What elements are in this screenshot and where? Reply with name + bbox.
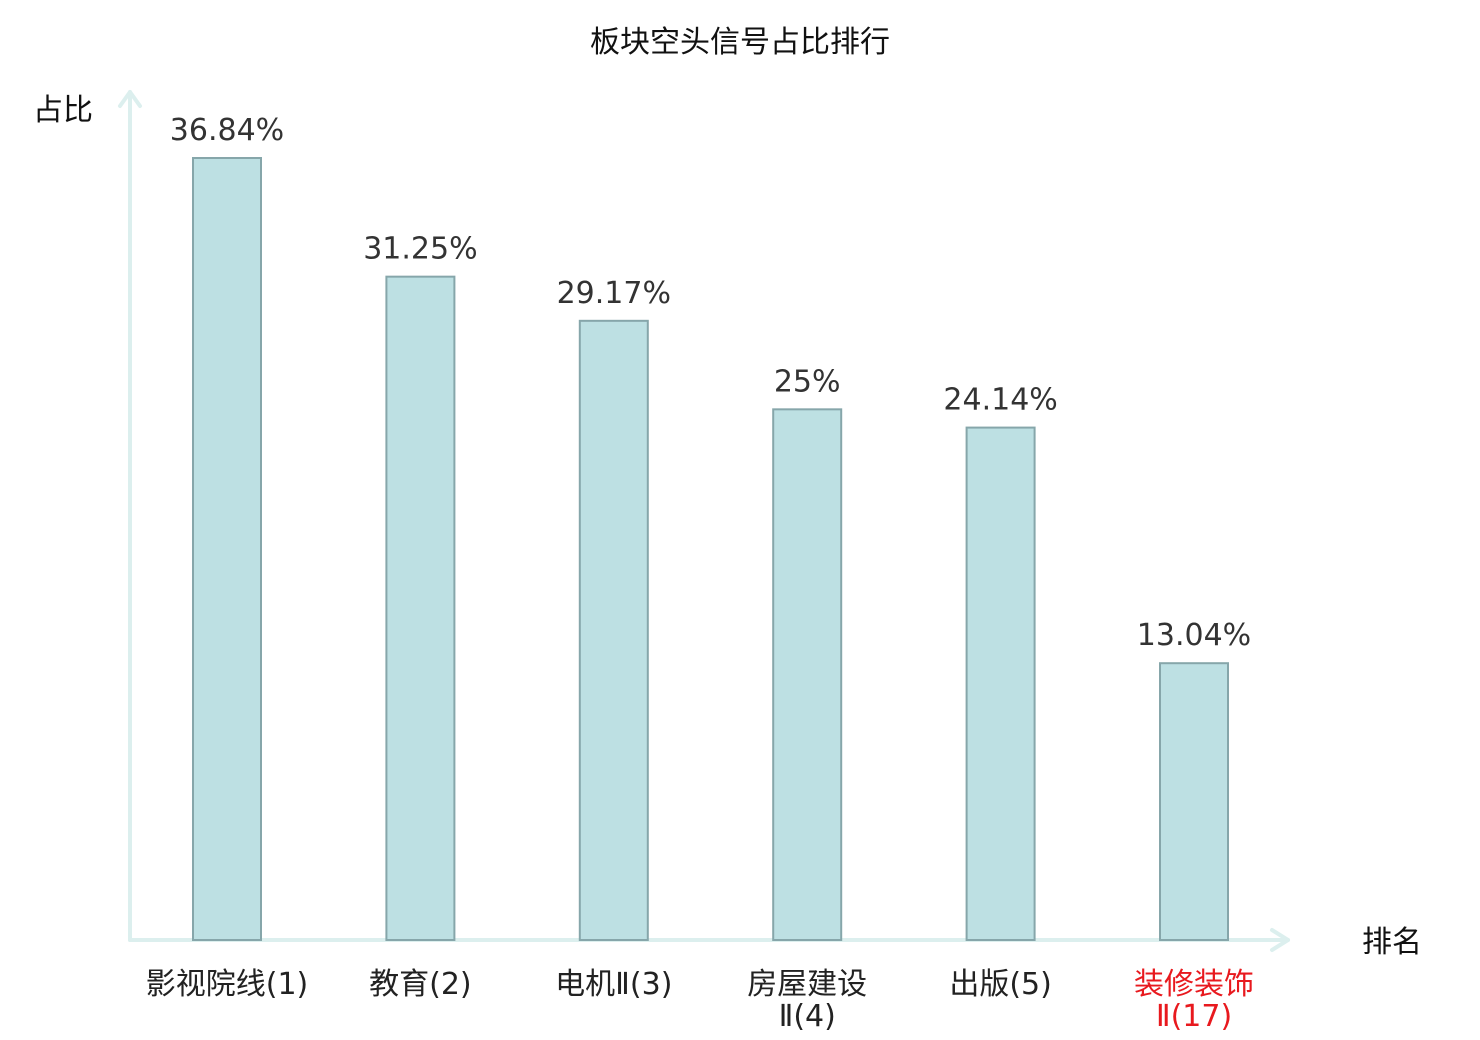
category-labels-group: 影视院线(1) 教育(2) 电机Ⅱ(3) 房屋建设 Ⅱ(4)出版(5) 装修装饰 Ⅱ(17): [146, 967, 1254, 1034]
category-name: 房屋建设: [747, 967, 867, 1002]
bar-value-label: 24.14%: [943, 383, 1057, 418]
category-name-line2: Ⅱ: [1156, 999, 1171, 1034]
category-rank: (17): [1171, 999, 1233, 1034]
category-label: 教育(2): [369, 967, 472, 1002]
category-rank: (5): [1009, 967, 1052, 1002]
category-rank: (3): [630, 967, 673, 1002]
y-axis-label: 占比: [33, 93, 93, 128]
bar-value-label: 29.17%: [557, 276, 671, 311]
category-label: 出版(5): [949, 967, 1052, 1002]
bar-value-label: 36.84%: [170, 113, 284, 148]
bar: [965, 426, 1036, 941]
value-labels-group: 36.84% 31.25% 29.17% 25% 24.14% 13.04%: [170, 113, 1251, 653]
category-rank: (4): [793, 999, 836, 1034]
category-name: 教育: [369, 967, 429, 1002]
category-label: 影视院线(1): [146, 967, 309, 1002]
category-name: 电机Ⅱ: [555, 967, 630, 1002]
category-name-line2: Ⅱ: [779, 999, 794, 1034]
bar: [772, 408, 843, 941]
category-label: 装修装饰 Ⅱ(17): [1134, 967, 1254, 1034]
y-axis-arrowhead: [118, 90, 142, 108]
category-name: 出版: [949, 967, 1009, 1002]
bars-group: [192, 157, 1229, 941]
category-rank: (2): [429, 967, 472, 1002]
bar: [385, 275, 456, 941]
bar-value-label: 31.25%: [363, 232, 477, 267]
x-axis-arrowhead: [1270, 928, 1290, 952]
category-label: 电机Ⅱ(3): [555, 967, 672, 1002]
x-axis-label: 排名: [1362, 925, 1422, 960]
category-name: 影视院线: [146, 967, 266, 1002]
bar-value-label: 25%: [774, 364, 841, 399]
bar: [192, 157, 262, 941]
category-label: 房屋建设 Ⅱ(4): [747, 967, 867, 1034]
bar-value-label: 13.04%: [1137, 618, 1251, 653]
category-name: 装修装饰: [1134, 967, 1254, 1002]
category-rank: (1): [266, 967, 309, 1002]
chart-title: 板块空头信号占比排行: [590, 25, 890, 60]
bar: [578, 319, 649, 941]
bar: [1159, 662, 1229, 941]
